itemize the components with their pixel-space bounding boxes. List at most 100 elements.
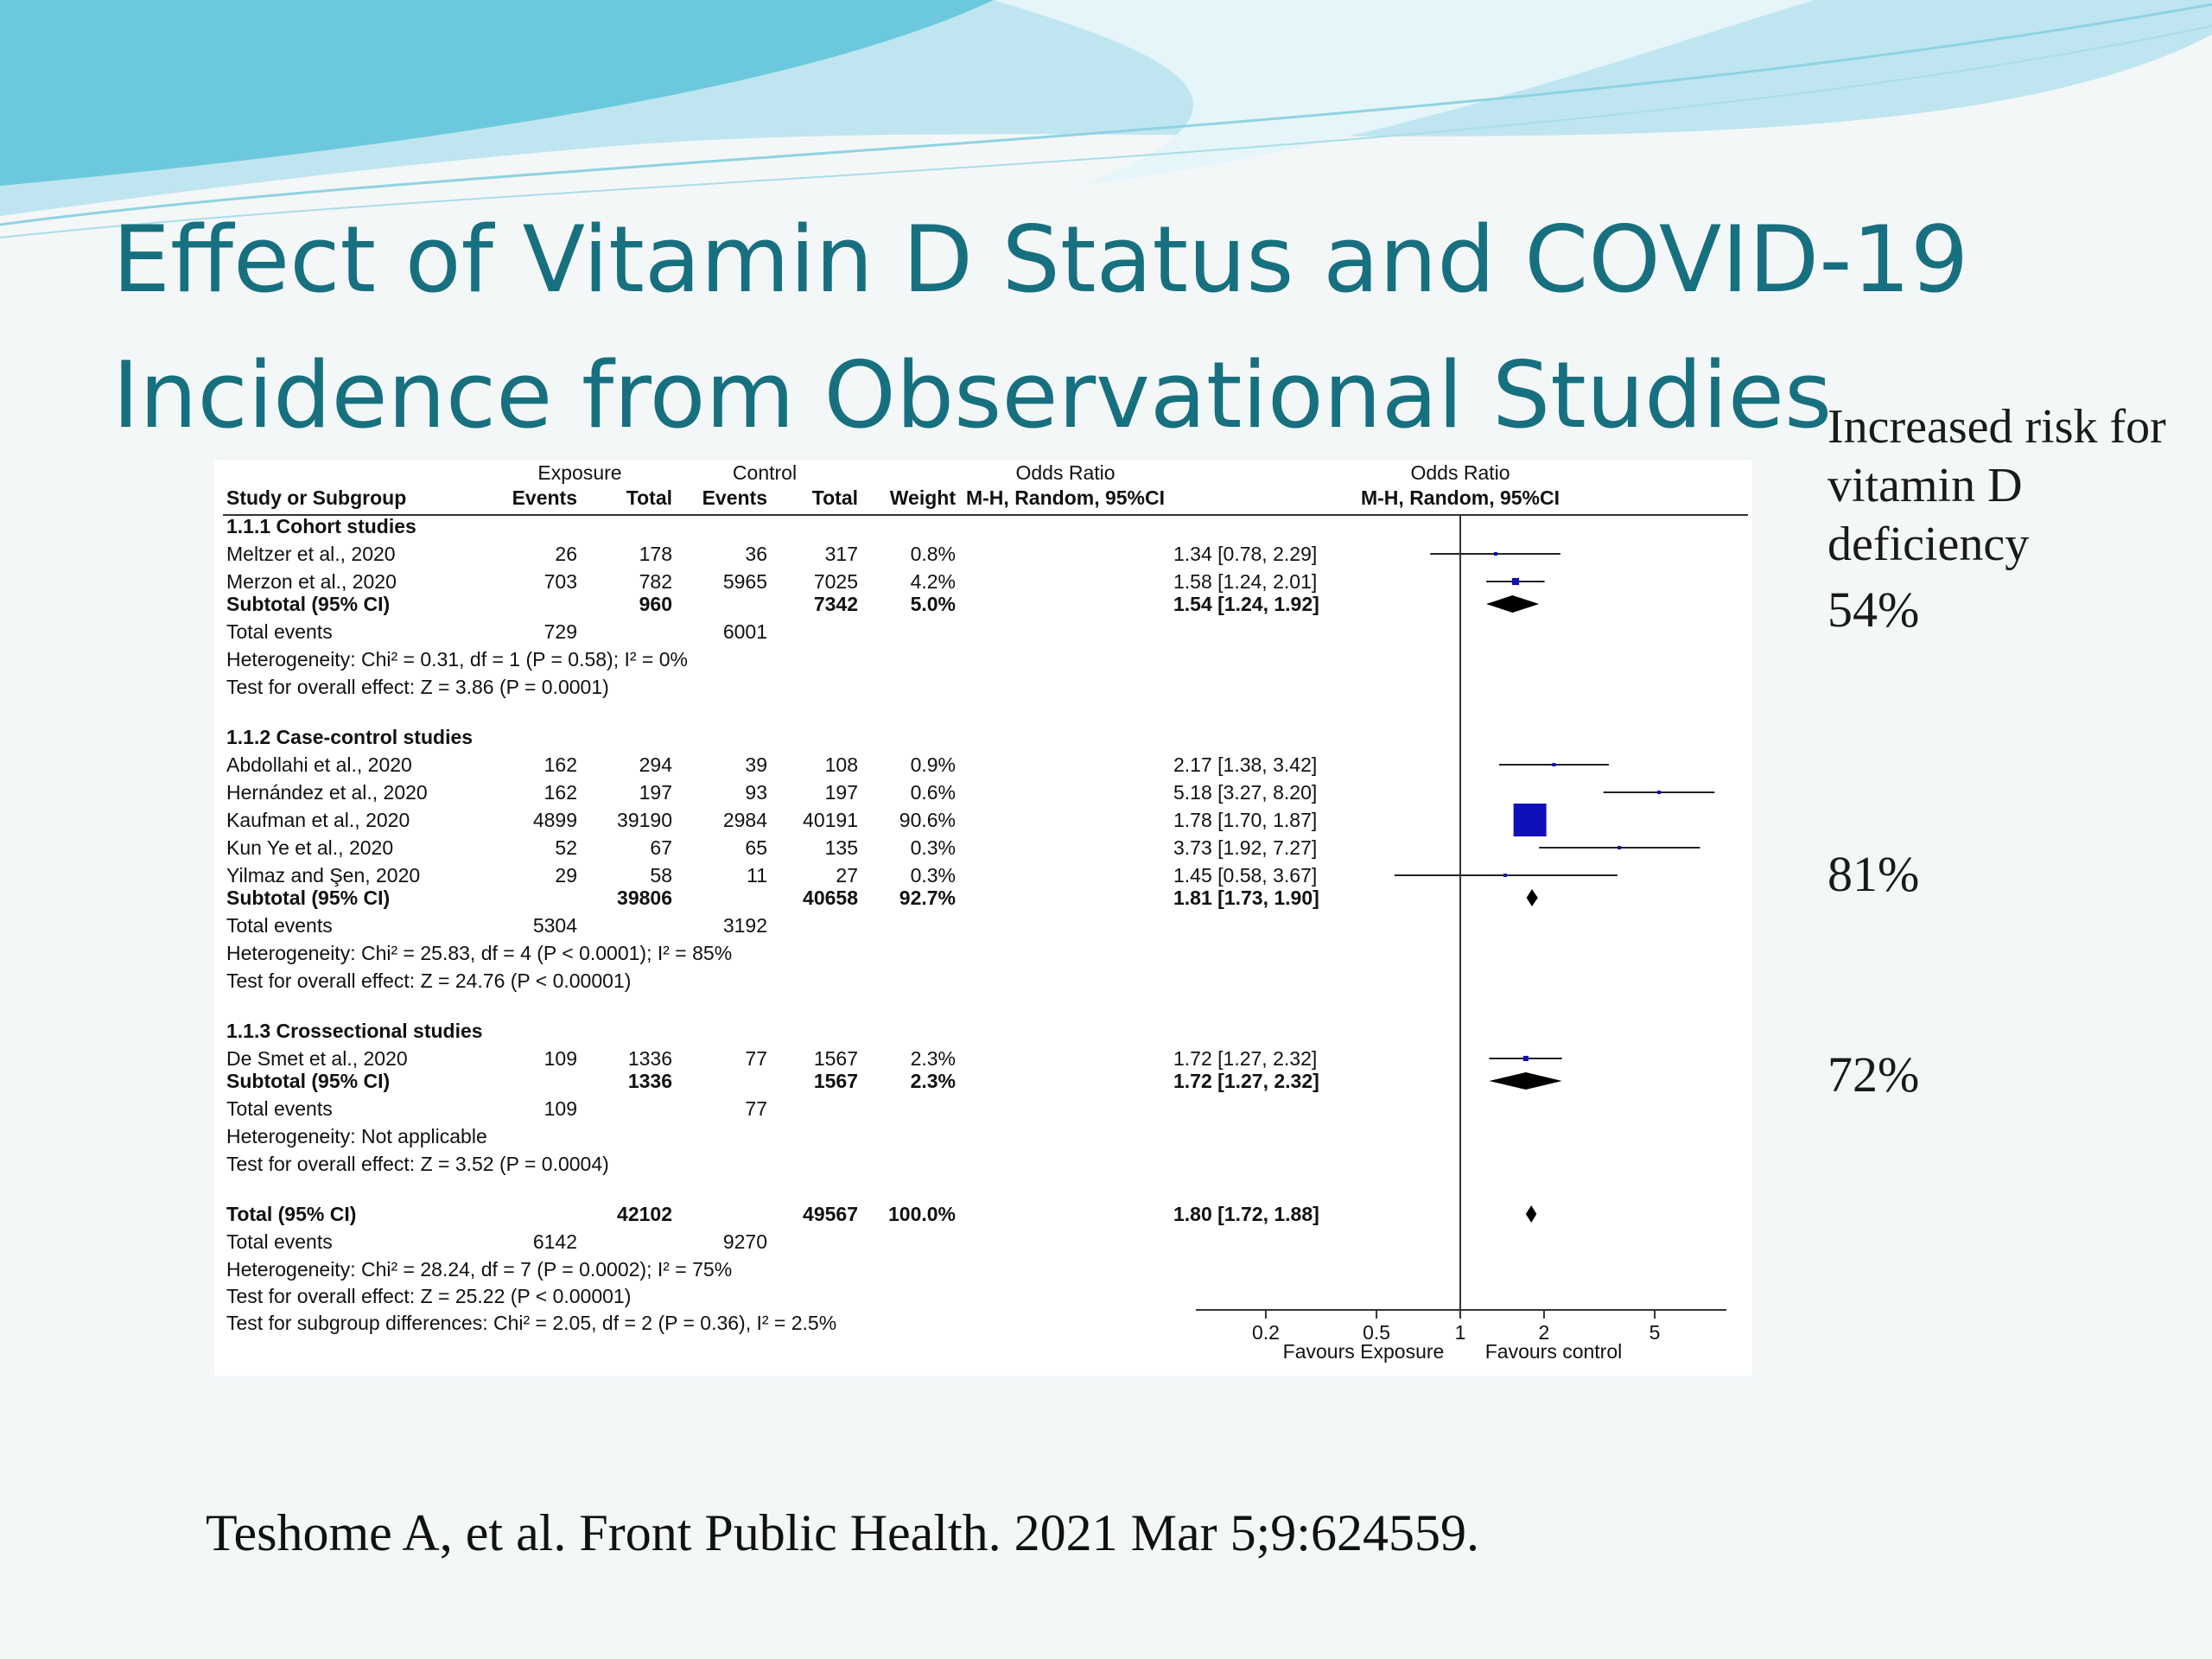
study-ctl-events: 11 bbox=[747, 864, 767, 887]
header-study: Study or Subgroup bbox=[226, 486, 406, 509]
study-ctl-total: 40191 bbox=[803, 809, 858, 831]
total-ctl-total: 49567 bbox=[803, 1203, 858, 1225]
study-exp-events: 109 bbox=[544, 1047, 577, 1070]
overall-effect-text: Test for overall effect: Z = 3.86 (P = 0… bbox=[226, 676, 609, 698]
header-exp-events: Events bbox=[512, 486, 577, 509]
header-or-group: Odds Ratio bbox=[1015, 461, 1115, 484]
pct-case-control: 81% bbox=[1827, 846, 1920, 902]
heterogeneity-text: Heterogeneity: Chi² = 25.83, df = 4 (P <… bbox=[226, 942, 732, 964]
study-square-marker bbox=[1522, 1055, 1529, 1062]
subtotal-diamond bbox=[1526, 889, 1538, 906]
study-exp-events: 4899 bbox=[533, 809, 577, 831]
overall-events-exposure: 6142 bbox=[533, 1230, 577, 1253]
heterogeneity-text: Heterogeneity: Chi² = 0.31, df = 1 (P = … bbox=[226, 648, 688, 671]
header-ctl-total: Total bbox=[812, 486, 858, 509]
header-plot-method: M-H, Random, 95%CI bbox=[1361, 486, 1560, 509]
study-ctl-events: 2984 bbox=[723, 809, 767, 831]
header-plot-group: Odds Ratio bbox=[1410, 461, 1510, 484]
total-weight: 100.0% bbox=[888, 1203, 956, 1225]
header-weight: Weight bbox=[890, 486, 957, 509]
study-square-marker bbox=[1513, 804, 1547, 836]
study-ctl-total: 317 bbox=[825, 543, 858, 565]
study-exp-events: 52 bbox=[555, 836, 577, 859]
study-ctl-events: 77 bbox=[745, 1047, 767, 1070]
subtotal-label: Subtotal (95% CI) bbox=[226, 887, 390, 909]
footer-text: Heterogeneity: Chi² = 28.24, df = 7 (P =… bbox=[226, 1258, 732, 1281]
heterogeneity-text: Heterogeneity: Not applicable bbox=[226, 1125, 487, 1147]
subtotal-diamond bbox=[1489, 1072, 1562, 1090]
forest-plot-panel: Exposure Control Odds Ratio Odds Ratio Study… bbox=[214, 460, 1752, 1376]
x-axis-tick-label: 0.5 bbox=[1363, 1321, 1390, 1344]
study-ctl-total: 135 bbox=[825, 836, 858, 859]
footer-text: Test for subgroup differences: Chi² = 2.… bbox=[226, 1312, 836, 1334]
subtotal-weight: 5.0% bbox=[911, 593, 956, 615]
study-exp-events: 26 bbox=[555, 543, 577, 565]
study-square-marker bbox=[1503, 874, 1507, 877]
study-square-marker bbox=[1511, 577, 1520, 586]
study-ctl-events: 93 bbox=[745, 781, 767, 804]
pct-cohort: 54% bbox=[1827, 582, 1920, 638]
study-name: Meltzer et al., 2020 bbox=[226, 543, 396, 565]
title-line-2: Incidence from Observational Studies bbox=[112, 342, 1833, 448]
study-weight: 4.2% bbox=[911, 570, 956, 593]
study-ctl-total: 27 bbox=[836, 864, 858, 887]
slide-title: Effect of Vitamin D Status and COVID-19 … bbox=[112, 192, 1970, 463]
study-exp-total: 294 bbox=[639, 753, 673, 776]
x-axis-tick-label: 0.2 bbox=[1252, 1321, 1280, 1344]
study-square-marker bbox=[1552, 763, 1556, 766]
study-or-text: 1.34 [0.78, 2.29] bbox=[1173, 543, 1317, 565]
subgroup-heading: 1.1.2 Case-control studies bbox=[226, 726, 473, 748]
total-events-label: Total events bbox=[226, 620, 333, 643]
study-exp-total: 197 bbox=[639, 781, 672, 804]
forest-plot: Exposure Control Odds Ratio Odds Ratio Study… bbox=[223, 461, 1748, 1363]
footer-text: Test for overall effect: Z = 25.22 (P < … bbox=[226, 1285, 631, 1307]
subgroup-heading: 1.1.3 Crossectional studies bbox=[226, 1020, 483, 1042]
study-exp-total: 39190 bbox=[617, 809, 672, 831]
study-ctl-events: 65 bbox=[745, 836, 767, 859]
subtotal-label: Subtotal (95% CI) bbox=[226, 593, 390, 615]
total-events-control: 6001 bbox=[723, 620, 767, 643]
total-events-label: Total events bbox=[226, 914, 333, 937]
subtotal-diamond bbox=[1486, 595, 1540, 613]
study-square-marker bbox=[1657, 791, 1662, 794]
study-exp-events: 29 bbox=[555, 864, 577, 887]
pct-cross-sectional: 72% bbox=[1827, 1046, 1920, 1103]
study-or-text: 2.17 [1.38, 3.42] bbox=[1173, 753, 1317, 776]
header-exp-total: Total bbox=[626, 486, 672, 509]
study-ctl-total: 7025 bbox=[814, 570, 858, 593]
study-exp-total: 178 bbox=[639, 543, 672, 565]
study-or-text: 1.58 [1.24, 2.01] bbox=[1173, 570, 1317, 593]
total-events-exposure: 109 bbox=[544, 1097, 577, 1120]
study-square-marker bbox=[1618, 846, 1622, 849]
total-events-exposure: 5304 bbox=[533, 914, 577, 937]
study-name: De Smet et al., 2020 bbox=[226, 1047, 408, 1070]
study-exp-total: 58 bbox=[650, 864, 672, 887]
favours-control-label: Favours control bbox=[1485, 1340, 1623, 1363]
subtotal-exp-total: 960 bbox=[639, 593, 672, 615]
subtotal-weight: 92.7% bbox=[899, 887, 956, 909]
subtotal-or-text: 1.72 [1.27, 2.32] bbox=[1173, 1070, 1319, 1092]
study-weight: 2.3% bbox=[911, 1047, 956, 1070]
total-events-control: 3192 bbox=[723, 914, 767, 937]
subtotal-or-text: 1.81 [1.73, 1.90] bbox=[1173, 887, 1319, 909]
header-or-method: M-H, Random, 95%CI bbox=[966, 486, 1165, 509]
total-diamond bbox=[1525, 1205, 1537, 1223]
favours-exposure-label: Favours Exposure bbox=[1283, 1340, 1445, 1363]
study-exp-total: 1336 bbox=[628, 1047, 672, 1070]
overall-effect-text: Test for overall effect: Z = 24.76 (P < … bbox=[226, 969, 631, 992]
study-ctl-events: 36 bbox=[745, 543, 767, 565]
subtotal-exp-total: 39806 bbox=[617, 887, 672, 909]
study-or-text: 3.73 [1.92, 7.27] bbox=[1173, 836, 1317, 859]
x-axis-tick-label: 2 bbox=[1539, 1321, 1550, 1344]
total-events-exposure: 729 bbox=[544, 620, 577, 643]
study-exp-total: 67 bbox=[650, 836, 672, 859]
subtotal-ctl-total: 40658 bbox=[803, 887, 858, 909]
study-name: Kaufman et al., 2020 bbox=[226, 809, 410, 831]
study-ctl-total: 1567 bbox=[814, 1047, 858, 1070]
study-name: Kun Ye et al., 2020 bbox=[226, 836, 393, 859]
header-wave-decoration bbox=[0, 0, 2212, 238]
side-note: Increased risk for vitamin D deficiency bbox=[1827, 400, 2166, 571]
subtotal-label: Subtotal (95% CI) bbox=[226, 1070, 390, 1092]
subtotal-exp-total: 1336 bbox=[628, 1070, 672, 1092]
header-ctl-events: Events bbox=[702, 486, 767, 509]
